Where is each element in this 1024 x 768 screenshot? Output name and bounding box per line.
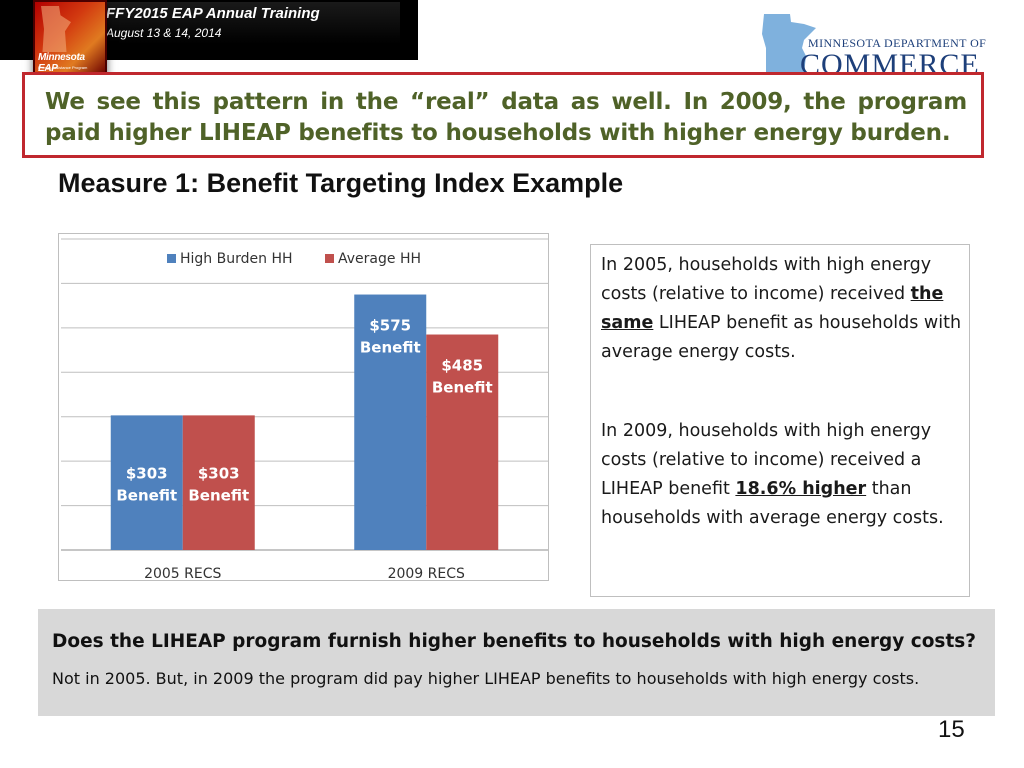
explanation-2005-text-end: LIHEAP benefit as households with averag… bbox=[601, 313, 962, 362]
bar-chart: $303 Benefit $303 Benefit 2005 RECS $575 Benef… bbox=[58, 233, 549, 582]
legend-label: Average HH bbox=[338, 251, 421, 267]
callout-box: We see this pattern in the “real” data a… bbox=[22, 72, 984, 158]
data-label: $303 Benefit bbox=[188, 465, 249, 505]
legend-label: High Burden HH bbox=[180, 251, 293, 267]
bar-high-burden-1 bbox=[354, 294, 427, 550]
minnesota-map-icon bbox=[762, 14, 816, 74]
explanation-box: In 2005, households with high energy cos… bbox=[590, 244, 970, 597]
commerce-logo: MINNESOTA DEPARTMENT OF COMMERCE bbox=[760, 12, 990, 81]
explanation-2009-emphasis: 18.6% higher bbox=[735, 479, 867, 499]
callout-text: We see this pattern in the “real” data a… bbox=[45, 89, 967, 146]
explanation-2005-emphasis: the same bbox=[601, 284, 944, 333]
question-text: Does the LIHEAP program furnish higher b… bbox=[52, 631, 977, 652]
explanation-2009-text: In 2009, households with high energy cos… bbox=[601, 421, 932, 499]
data-label: $303 Benefit bbox=[116, 465, 177, 505]
minnesota-shape-icon bbox=[41, 6, 71, 52]
bar-average-1 bbox=[426, 334, 499, 550]
measure-title: Measure 1: Benefit Targeting Index Examp… bbox=[58, 168, 624, 198]
header-banner-panel bbox=[100, 2, 400, 44]
eap-logo: Minnesota EAP Energy Assistance Program bbox=[33, 0, 107, 76]
bar-average-0 bbox=[182, 415, 255, 550]
legend-swatch bbox=[167, 254, 176, 263]
commerce-logo-line1: MINNESOTA DEPARTMENT OF bbox=[808, 36, 987, 50]
data-label: $575 Benefit bbox=[360, 317, 421, 357]
training-title: FFY2015 EAP Annual Training bbox=[106, 5, 320, 22]
data-label: $485 Benefit bbox=[432, 357, 493, 397]
eap-logo-subtext: Energy Assistance Program bbox=[38, 65, 88, 70]
explanation-2009: In 2009, households with high energy cos… bbox=[601, 417, 963, 533]
question-box: Does the LIHEAP program furnish higher b… bbox=[38, 609, 995, 716]
explanation-2005: In 2005, households with high energy cos… bbox=[601, 251, 963, 367]
explanation-2005-text: In 2005, households with high energy cos… bbox=[601, 255, 932, 304]
bar-high-burden-0 bbox=[110, 415, 183, 550]
training-date: August 13 & 14, 2014 bbox=[106, 26, 222, 40]
explanation-2009-text-end: than households with average energy cost… bbox=[601, 479, 944, 528]
chart-canvas: $303 Benefit $303 Benefit 2005 RECS $575 Benef… bbox=[61, 238, 548, 582]
page-number: 15 bbox=[938, 716, 965, 743]
x-tick-label: 2009 RECS bbox=[388, 566, 465, 582]
eap-logo-text: Minnesota EAP bbox=[38, 52, 85, 74]
x-tick-label: 2005 RECS bbox=[144, 566, 221, 582]
answer-text: Not in 2005. But, in 2009 the program di… bbox=[52, 669, 920, 688]
legend-swatch bbox=[325, 254, 334, 263]
